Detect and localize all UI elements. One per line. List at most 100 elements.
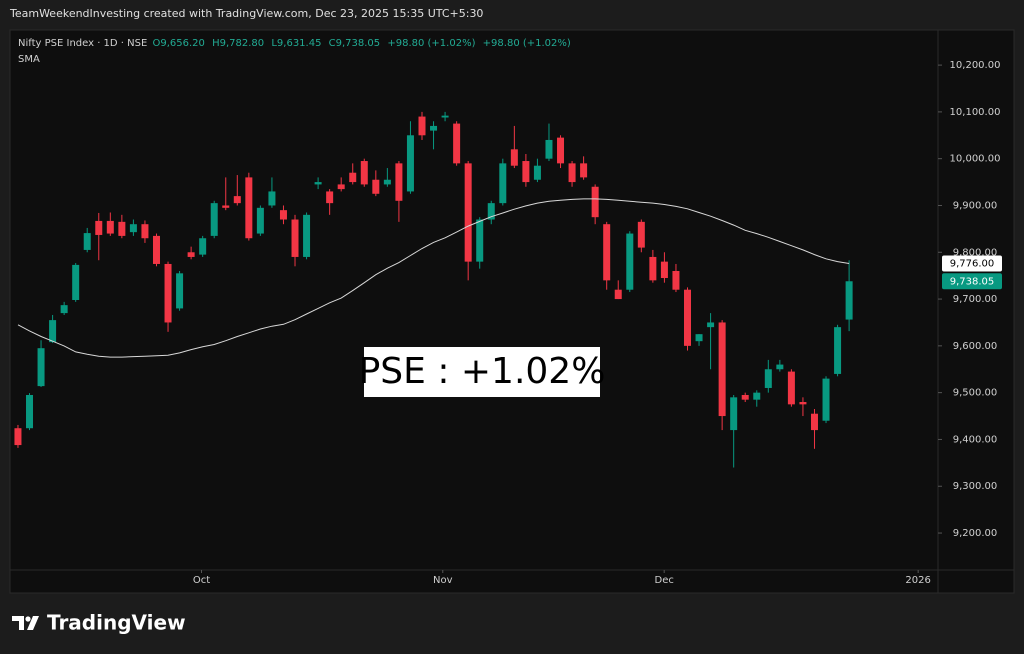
candle-body [834,327,842,374]
logo-icon [12,616,39,630]
candle-body [614,289,622,300]
y-tick-label: 9,700.00 [953,294,998,305]
x-tick-label: Nov [433,575,453,586]
candle-body [406,135,414,192]
candle-body [152,235,160,264]
candle-body [764,369,772,388]
annotation-box [364,347,600,397]
candle-body [637,221,645,248]
y-tick-label: 9,900.00 [953,200,998,211]
candle-body [164,263,172,323]
candle-body [372,179,380,194]
candle-body [741,394,749,400]
candle-body [822,378,830,421]
candle-body [810,413,818,431]
x-tick-label: 2026 [905,575,930,586]
legend-value: O9,656.20 [153,38,205,49]
candle-body [776,364,784,370]
candle-body [95,220,103,235]
footer-brand: TradingView [47,611,186,635]
logo-part [12,616,24,630]
candle-body [14,428,22,446]
candle-body [695,334,703,342]
plot: 9,200.00 9,300.00 9,400.00 9,500.00 9,600.00… [14,60,1000,586]
y-tick-label: 10,200.00 [950,60,1001,71]
candle-body [383,179,391,185]
candle-body [118,221,126,236]
candle-body [580,163,588,178]
candle-body [199,238,207,255]
candle-body [210,203,218,236]
candle-body [72,264,80,300]
candle-body [649,256,657,281]
x-tick-label: Dec [655,575,674,586]
candle-body [245,177,253,239]
candle-body [476,219,484,262]
candle-body [337,184,345,190]
candle-body [499,163,507,204]
x-tick-label: Oct [193,575,210,586]
candle-body [430,125,438,131]
candle-body [349,172,357,183]
legend-value: C9,738.05 [329,38,381,49]
candle-body [360,161,368,185]
candle-body [83,233,91,250]
price-label-box [942,273,1002,290]
candle-body [418,116,426,136]
logo-part [25,616,31,622]
price-label-box [942,255,1002,272]
candle-body [268,191,276,206]
candle-body [510,149,518,166]
candle-body [291,219,299,257]
candle-body [707,322,715,328]
y-tick-label: 9,600.00 [953,341,998,352]
candle-body [176,273,184,309]
candle-body [129,224,137,233]
candle-body [106,220,114,234]
candle-body [845,281,853,320]
candle-body [533,165,541,180]
candle-body [672,270,680,290]
logo-part [27,616,39,630]
candle-body [753,392,761,400]
legend-value: L9,631.45 [271,38,321,49]
candle-body [26,394,34,429]
y-tick-label: 10,000.00 [950,154,1001,165]
candle-body [568,163,576,183]
candle-body [660,261,668,279]
y-tick-label: 9,500.00 [953,388,998,399]
candle-body [684,289,692,346]
candle-body [222,205,230,208]
candle-body [718,322,726,417]
candle-body [522,161,530,183]
candle-body [37,348,45,387]
candle-body [314,182,322,185]
y-tick-label: 9,200.00 [953,528,998,539]
symbol: Nifty PSE Index · 1D · NSE [18,38,147,49]
indicator-label: SMA [18,54,40,65]
candle-body [233,196,241,204]
legend-line: Nifty PSE Index · 1D · NSE O9,656.20 H9,… [18,38,571,49]
price-label: 9,776.00 [950,259,995,270]
candle-body [256,207,264,234]
annotation: PSE : +1.02% [359,351,606,392]
candle-body [441,115,449,118]
legend-value: H9,782.80 [212,38,264,49]
candle-body [395,163,403,201]
header-text: TeamWeekendInvesting created with Tradin… [9,7,483,20]
candle-body [557,137,565,164]
y-tick-label: 9,800.00 [953,247,998,258]
price-label: 9,738.05 [950,276,995,287]
candle-body [626,233,634,290]
legend-value: +98.80 (+1.02%) [483,38,571,49]
y-tick-label: 9,400.00 [953,434,998,445]
candle-body [326,191,334,204]
y-tick-label: 9,300.00 [953,481,998,492]
candle-body [591,186,599,218]
candle-body [187,252,195,257]
candle-body [141,224,149,239]
candle-body [787,371,795,405]
candle-body [303,214,311,257]
